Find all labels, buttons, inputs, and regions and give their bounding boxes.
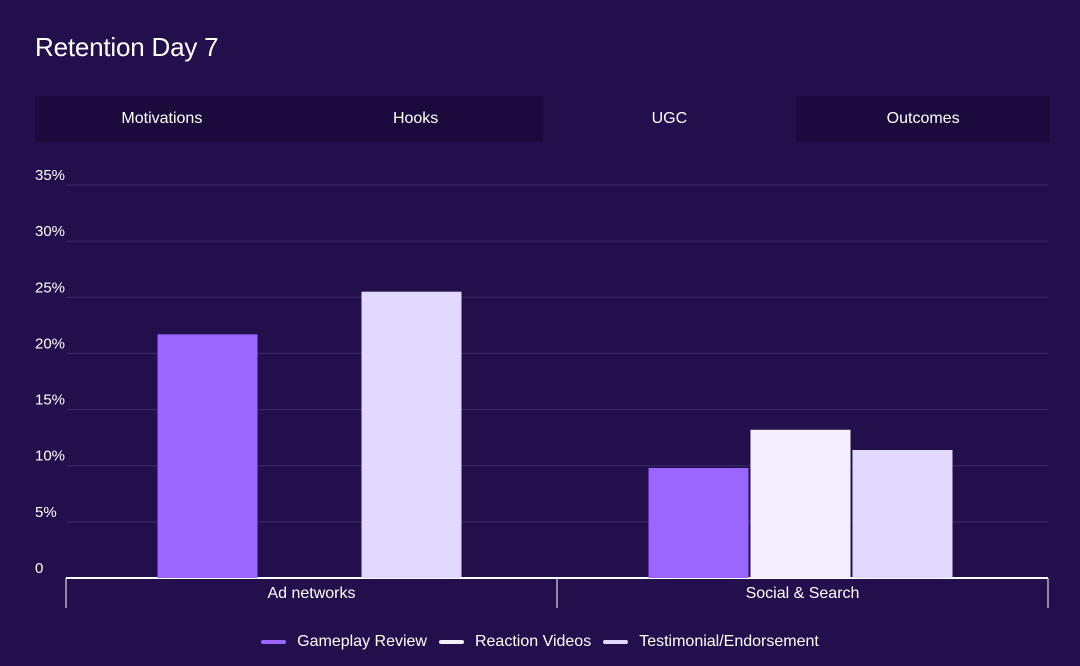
y-tick-label: 10% [35, 448, 65, 465]
legend-item[interactable]: Reaction Videos [438, 633, 592, 651]
legend-item[interactable]: Testimonial/Endorsement [603, 633, 819, 651]
bar-reaction-videos [750, 429, 851, 578]
chart-legend: Gameplay Review Reaction Videos Testimonia… [0, 633, 1080, 651]
bar-gameplay-review [157, 334, 258, 578]
bar-testimonial-endorsement [852, 449, 953, 578]
legend-swatch [438, 640, 464, 644]
legend-swatch [603, 640, 629, 644]
y-tick-label: 20% [35, 335, 65, 352]
y-tick-label: 35% [35, 167, 65, 184]
y-tick-label: 5% [35, 504, 57, 521]
chart-title: Retention Day 7 [35, 32, 219, 62]
x-category-label: Social & Search [746, 585, 860, 602]
tab-motivations[interactable]: Motivations [35, 96, 289, 142]
x-category-label: Ad networks [267, 585, 355, 602]
legend-swatch [261, 640, 287, 644]
tab-ugc[interactable]: UGC [542, 96, 797, 142]
y-tick-label: 0 [35, 560, 43, 577]
legend-label: Reaction Videos [474, 633, 592, 650]
legend-label: Testimonial/Endorsement [639, 633, 819, 650]
tab-bar: Motivations Hooks UGC Outcomes [35, 96, 1050, 142]
y-tick-label: 25% [35, 279, 65, 296]
tab-outcomes[interactable]: Outcomes [796, 96, 1050, 142]
legend-label: Gameplay Review [297, 633, 427, 650]
bar-gameplay-review [648, 467, 749, 578]
y-tick-label: 15% [35, 392, 65, 409]
y-tick-label: 30% [35, 223, 65, 240]
tab-hooks[interactable]: Hooks [288, 96, 543, 142]
bar-testimonial-endorsement [361, 291, 462, 578]
legend-item[interactable]: Gameplay Review [261, 633, 427, 651]
bar-chart: 0 5% 10% 15% 20% 25% 30% 35% Ad networks Social &… [35, 167, 1049, 608]
